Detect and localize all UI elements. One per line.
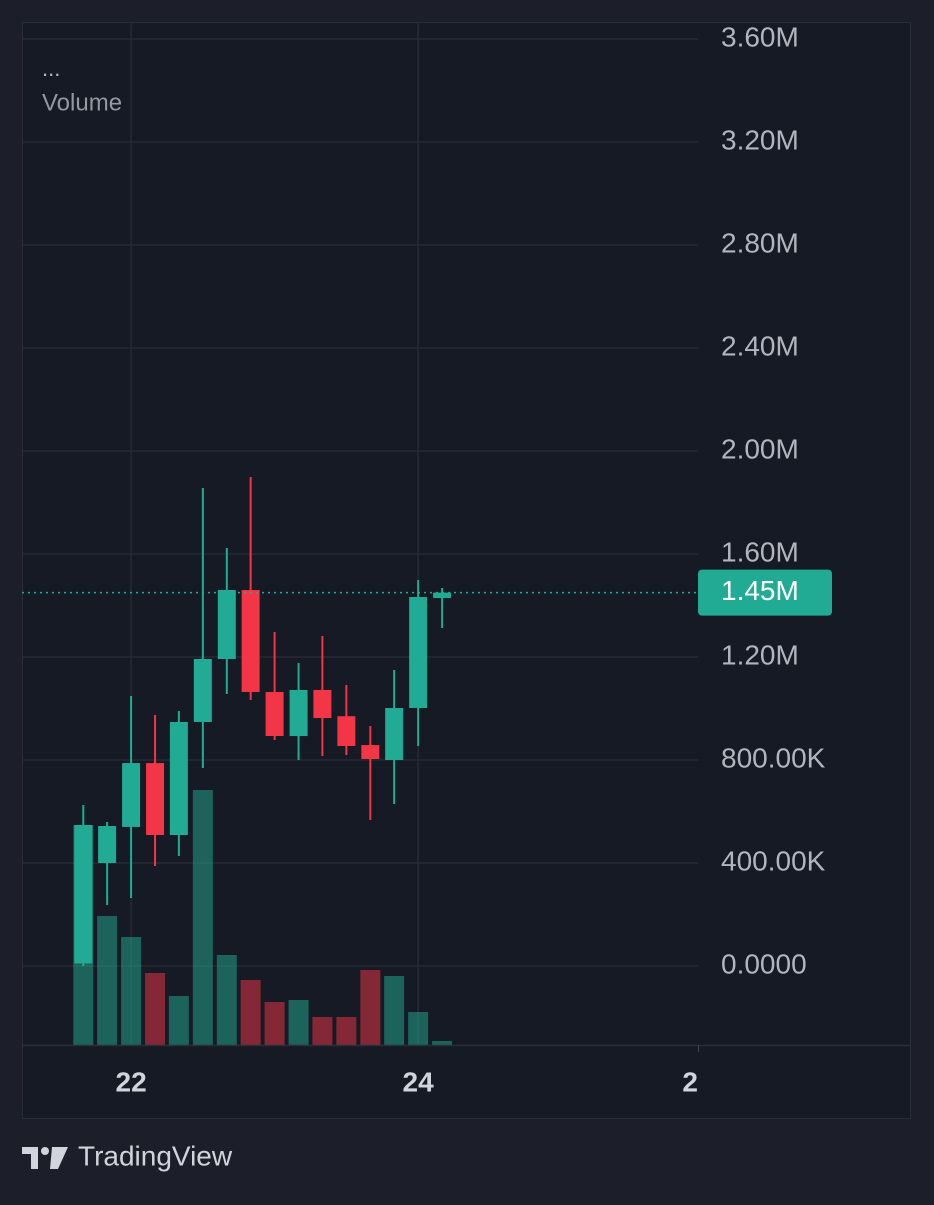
y-tick-label: 0.0000	[721, 948, 807, 979]
x-tick-label: 2	[682, 1066, 698, 1097]
price-scale: 0.0000 400.00K 800.00K 1.20M 1.60M 2.00M 2.40M…	[698, 21, 832, 979]
x-tick-label: 24	[403, 1066, 435, 1097]
candle-body	[433, 592, 452, 599]
y-tick-label: 1.60M	[721, 536, 799, 567]
y-tick-label: 2.00M	[721, 433, 799, 464]
volume-legend: Volume	[42, 89, 122, 116]
volume-bar	[288, 1000, 309, 1045]
candle-body	[265, 692, 284, 736]
x-tick-label: 22	[116, 1066, 147, 1097]
y-tick-label: 800.00K	[721, 742, 826, 773]
volume-bar	[97, 916, 118, 1045]
volume-bar	[216, 955, 237, 1045]
candle-body	[122, 763, 141, 827]
volume-bar	[384, 976, 405, 1045]
volume-bar	[264, 1002, 285, 1045]
candle-body	[169, 721, 188, 836]
volume-bar	[408, 1012, 429, 1045]
candle-body	[409, 596, 428, 709]
y-tick-label: 1.20M	[721, 639, 799, 670]
volume-bar	[336, 1017, 357, 1045]
volume-bar	[432, 1041, 453, 1045]
last-price-box	[698, 569, 832, 616]
volume-bar	[145, 973, 166, 1045]
y-tick-label: 2.40M	[721, 330, 799, 361]
y-tick-label: 2.80M	[721, 227, 799, 258]
candle-body	[361, 745, 380, 759]
volume-bar	[192, 790, 213, 1045]
status-line[interactable]: ...	[42, 56, 60, 81]
candle-body	[146, 763, 165, 836]
candle-body	[98, 825, 117, 863]
candle-body	[337, 716, 356, 746]
brand-logo	[22, 1147, 68, 1169]
volume-bar	[360, 970, 381, 1045]
candle-body	[385, 708, 404, 760]
y-tick-label: 3.60M	[721, 21, 799, 52]
time-scale: 22 24 2	[116, 1066, 698, 1097]
volume-bar	[121, 937, 142, 1045]
candles	[22, 477, 698, 966]
y-tick-label: 400.00K	[721, 845, 826, 876]
candle-body	[241, 590, 260, 692]
candle-body	[74, 824, 93, 964]
candle-body	[313, 689, 332, 718]
volume-bar	[168, 996, 189, 1045]
volume-bar	[312, 1017, 333, 1045]
volume-bar	[240, 980, 261, 1045]
candle-body	[217, 589, 236, 660]
candle-body	[193, 659, 212, 722]
y-tick-label: 3.20M	[721, 124, 799, 155]
last-price-label: 1.45M	[721, 575, 799, 606]
brand-name: TradingView	[78, 1140, 233, 1171]
candle-body	[289, 690, 308, 737]
